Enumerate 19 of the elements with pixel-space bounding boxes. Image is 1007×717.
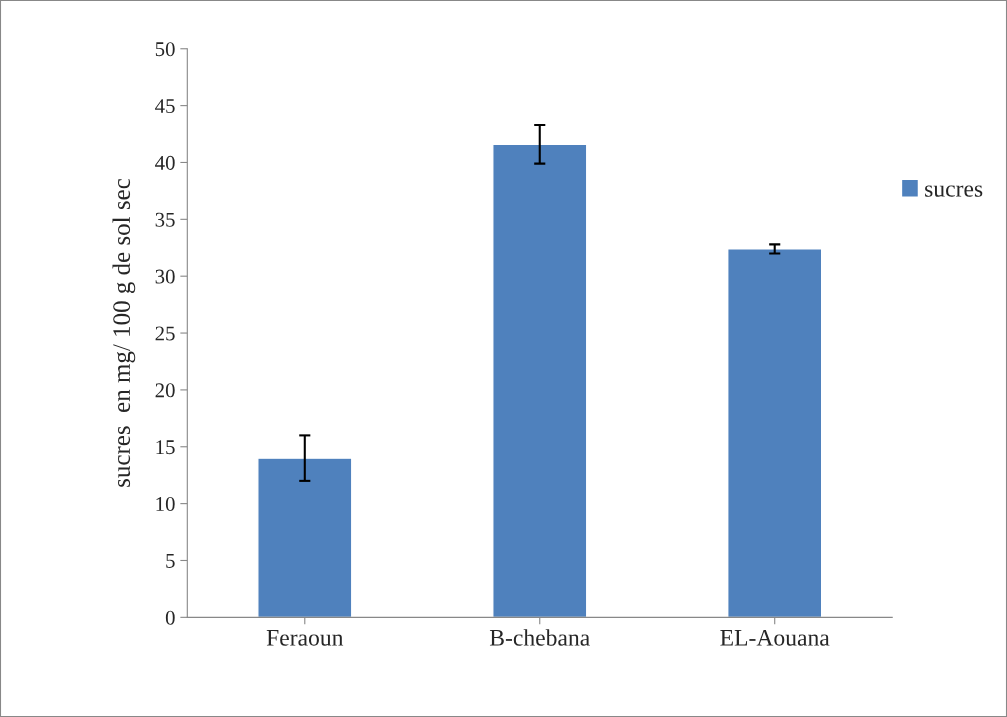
y-tick-label: 25 — [155, 326, 175, 341]
y-tick-label: 50 — [155, 42, 175, 57]
bar — [492, 143, 588, 618]
y-tick-label: 15 — [156, 440, 175, 455]
x-tick-label: EL-Aouana — [720, 629, 830, 646]
y-axis-title: sucres en mg/ 100 g de sol sec — [112, 178, 136, 487]
legend-label: sucres — [925, 185, 983, 197]
y-tick-label: 20 — [155, 383, 175, 398]
y-tick-label: 30 — [155, 269, 175, 284]
bar — [257, 457, 353, 618]
bar — [727, 248, 823, 618]
y-tick-label: 10 — [156, 496, 175, 512]
y-tick-label: 0 — [165, 610, 175, 625]
x-tick-label: Feraoun — [266, 630, 344, 646]
y-tick-label: 40 — [155, 155, 175, 170]
y-tick-label: 5 — [166, 554, 175, 568]
y-tick-label: 45 — [155, 99, 175, 114]
x-tick-label: B-chebana — [489, 629, 590, 646]
y-tick-label: 35 — [155, 212, 175, 227]
